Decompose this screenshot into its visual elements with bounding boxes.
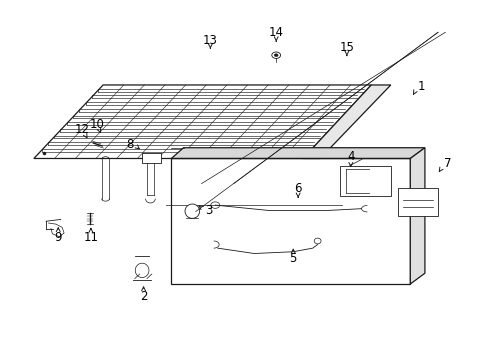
Text: 5: 5 xyxy=(289,252,296,265)
Text: 11: 11 xyxy=(83,231,98,244)
Circle shape xyxy=(274,54,278,57)
Text: 12: 12 xyxy=(75,123,90,136)
Text: 13: 13 xyxy=(203,33,217,47)
Text: 1: 1 xyxy=(417,80,424,93)
Polygon shape xyxy=(142,153,160,163)
Polygon shape xyxy=(303,85,390,158)
Polygon shape xyxy=(397,188,437,216)
Text: 15: 15 xyxy=(339,41,354,54)
Polygon shape xyxy=(171,148,424,158)
Polygon shape xyxy=(409,148,424,284)
Ellipse shape xyxy=(184,204,199,219)
Text: 10: 10 xyxy=(90,118,104,131)
Polygon shape xyxy=(171,158,409,284)
Polygon shape xyxy=(34,85,370,158)
Circle shape xyxy=(271,52,280,58)
Text: 2: 2 xyxy=(140,290,147,303)
Text: 9: 9 xyxy=(54,231,62,244)
Text: 4: 4 xyxy=(346,150,354,163)
Text: 7: 7 xyxy=(444,157,451,170)
Text: 8: 8 xyxy=(126,138,133,150)
Polygon shape xyxy=(339,166,390,196)
Text: 6: 6 xyxy=(294,183,301,195)
Text: 3: 3 xyxy=(205,204,212,217)
Text: 14: 14 xyxy=(268,27,283,40)
